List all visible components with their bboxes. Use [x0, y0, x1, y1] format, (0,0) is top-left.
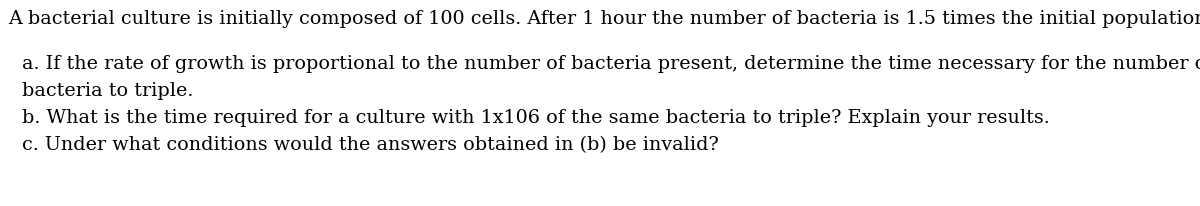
Text: b. What is the time required for a culture with 1x106 of the same bacteria to tr: b. What is the time required for a cultu… — [22, 109, 1050, 127]
Text: a. If the rate of growth is proportional to the number of bacteria present, dete: a. If the rate of growth is proportional… — [22, 55, 1200, 73]
Text: A bacterial culture is initially composed of 100 cells. After 1 hour the number : A bacterial culture is initially compose… — [8, 10, 1200, 28]
Text: c. Under what conditions would the answers obtained in (b) be invalid?: c. Under what conditions would the answe… — [22, 136, 719, 154]
Text: bacteria to triple.: bacteria to triple. — [22, 82, 193, 100]
